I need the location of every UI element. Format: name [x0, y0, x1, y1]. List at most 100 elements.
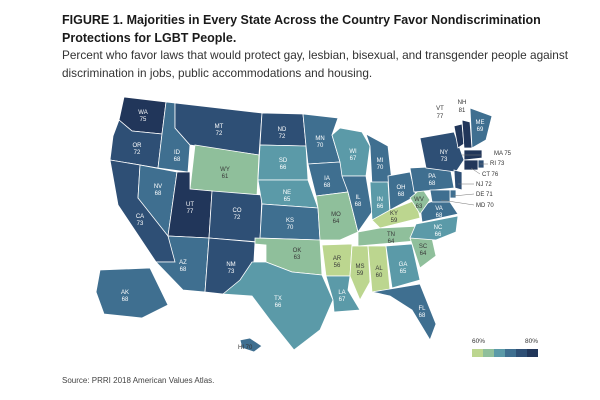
- state-label-ok: OK: [293, 248, 302, 254]
- state-label-mn: MN: [315, 136, 324, 142]
- legend-swatch: [494, 349, 505, 357]
- state-de: [449, 189, 457, 199]
- state-label-md: MD 70: [476, 203, 494, 209]
- state-label-ma: MA 75: [494, 151, 512, 157]
- state-label-hi: HI 70: [238, 345, 253, 351]
- state-value-tn: 64: [388, 239, 395, 245]
- state-nc: [409, 215, 459, 241]
- state-value-wi: 67: [350, 156, 357, 162]
- state-value-il: 68: [355, 202, 362, 208]
- state-nj: [453, 169, 463, 191]
- state-value-mt: 72: [216, 131, 223, 137]
- state-value-nc: 66: [435, 232, 442, 238]
- state-label-az: AZ: [179, 260, 187, 266]
- state-label-ga: GA: [399, 262, 408, 268]
- state-label-wa: WA: [138, 110, 147, 116]
- state-me: [469, 107, 493, 149]
- state-label-nd: ND: [278, 127, 287, 133]
- legend-swatch: [505, 349, 516, 357]
- state-value-sc: 64: [420, 251, 427, 257]
- state-label-ia: IA: [324, 176, 330, 182]
- state-value-nv: 68: [155, 191, 162, 197]
- state-fl: [371, 283, 437, 341]
- state-value-ky: 59: [391, 218, 398, 224]
- state-value-wy: 61: [222, 174, 229, 180]
- state-label-ny: NY: [440, 150, 448, 156]
- figure-subtitle: Percent who favor laws that would protec…: [62, 48, 569, 80]
- color-legend: 60% 80%: [470, 338, 540, 364]
- legend-swatch: [516, 349, 527, 357]
- state-value-la: 67: [339, 297, 346, 303]
- state-value-ok: 63: [294, 255, 301, 261]
- state-tx: [221, 261, 334, 351]
- state-value-oh: 68: [398, 192, 405, 198]
- state-label-mi: MI: [377, 158, 384, 164]
- state-label-va: VA: [435, 206, 443, 212]
- state-label-nm: NM: [226, 262, 235, 268]
- state-label-ar: AR: [333, 256, 342, 262]
- legend-swatch: [527, 349, 538, 357]
- state-label-oh: OH: [397, 185, 406, 191]
- state-ny: [419, 131, 465, 173]
- state-label-mo: MO: [331, 212, 341, 218]
- state-label-ms: MS: [356, 264, 365, 270]
- state-value-in: 66: [377, 204, 384, 210]
- state-label-vt: VT: [436, 106, 444, 112]
- state-value-id: 68: [174, 157, 181, 163]
- state-ga: [385, 243, 421, 289]
- state-label-ne: NE: [283, 190, 291, 196]
- state-value-az: 68: [180, 267, 187, 273]
- state-value-al: 60: [376, 273, 383, 279]
- state-md: [429, 189, 451, 203]
- state-label-nv: NV: [154, 184, 162, 190]
- state-value-ak: 68: [122, 297, 129, 303]
- state-label-co: CO: [233, 208, 242, 214]
- state-value-nh: 81: [459, 108, 466, 114]
- state-value-or: 72: [134, 150, 141, 156]
- state-label-id: ID: [174, 150, 181, 156]
- legend-swatch: [472, 349, 483, 357]
- state-value-mo: 64: [333, 219, 340, 225]
- state-value-ga: 65: [400, 269, 407, 275]
- state-label-fl: FL: [418, 306, 426, 312]
- leader-line: [440, 199, 475, 206]
- state-value-ar: 56: [334, 263, 341, 269]
- state-value-pa: 68: [429, 181, 436, 187]
- figure-title: FIGURE 1. Majorities in Every State Acro…: [62, 13, 541, 45]
- state-label-wv: WV: [414, 197, 424, 203]
- state-ak: [95, 267, 169, 319]
- state-ms: [349, 245, 371, 301]
- state-value-ny: 73: [441, 157, 448, 163]
- state-label-ks: KS: [286, 218, 294, 224]
- legend-low-label: 60%: [472, 338, 486, 345]
- state-label-or: OR: [133, 143, 143, 149]
- state-value-nm: 73: [228, 269, 235, 275]
- state-value-ne: 65: [284, 197, 291, 203]
- state-label-ri: RI 73: [490, 161, 505, 167]
- state-label-sc: SC: [419, 244, 428, 250]
- state-value-va: 68: [436, 213, 443, 219]
- state-label-wi: WI: [349, 149, 357, 155]
- state-value-ms: 59: [357, 271, 364, 277]
- state-value-fl: 68: [419, 313, 426, 319]
- state-ct: [463, 159, 479, 171]
- state-value-nd: 72: [279, 134, 286, 140]
- state-value-tx: 66: [275, 303, 282, 309]
- state-label-de: DE 71: [476, 192, 493, 198]
- state-label-nh: NH: [458, 100, 467, 106]
- state-label-la: LA: [338, 290, 345, 296]
- state-label-ak: AK: [121, 290, 129, 296]
- leader-line: [470, 167, 481, 175]
- state-il: [341, 175, 373, 233]
- state-shapes: [95, 96, 493, 353]
- state-label-nj: NJ 72: [476, 182, 492, 188]
- state-label-al: AL: [375, 266, 383, 272]
- state-value-sd: 66: [280, 165, 287, 171]
- state-label-ky: KY: [390, 211, 398, 217]
- leader-line: [452, 193, 475, 197]
- state-value-wa: 75: [140, 117, 147, 123]
- state-value-me: 69: [477, 127, 484, 133]
- state-value-mn: 70: [317, 143, 324, 149]
